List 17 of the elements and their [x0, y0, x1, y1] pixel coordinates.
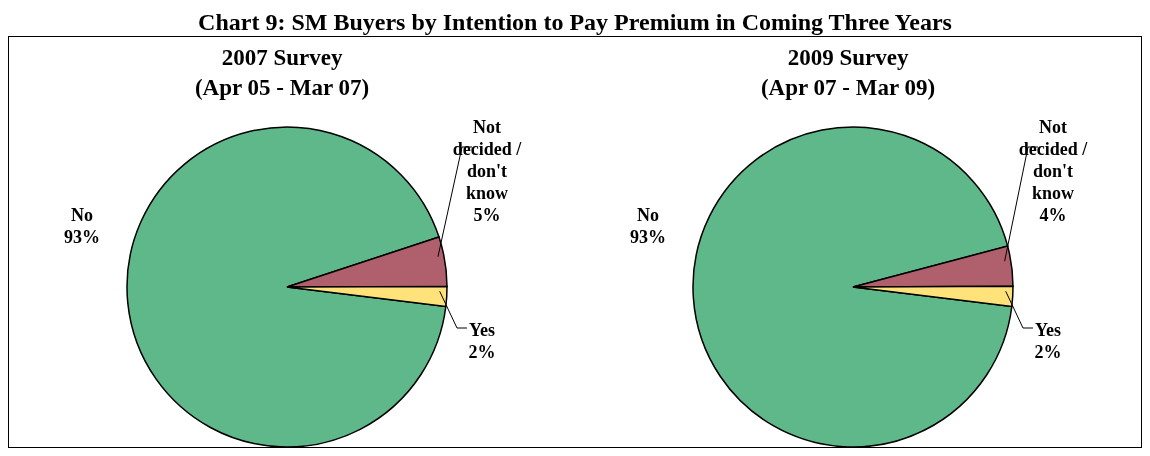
slice-label: Not decided / don't know: [1018, 117, 1089, 203]
chart-subtitle: (Apr 05 - Mar 07): [193, 74, 371, 102]
data-label: 93%: [64, 227, 100, 247]
slice-label: No: [637, 205, 659, 225]
slice-label: No: [71, 205, 93, 225]
data-label: 2%: [468, 342, 496, 362]
caption: Chart 9: SM Buyers by Intention to Pay Premium in Coming Three Years: [197, 8, 953, 36]
slice-label: Not decided / don't know: [452, 117, 523, 203]
chart-subtitle: (Apr 07 - Mar 09): [759, 74, 937, 102]
slice-label: Yes: [469, 320, 495, 340]
slice-label: Yes: [1035, 320, 1061, 340]
chart-title: 2007 Survey: [220, 44, 344, 72]
data-label: 93%: [630, 227, 666, 247]
data-label: 4%: [1039, 205, 1067, 225]
data-label: 5%: [473, 205, 501, 225]
chart-title: 2009 Survey: [786, 44, 910, 72]
data-label: 2%: [1034, 342, 1062, 362]
